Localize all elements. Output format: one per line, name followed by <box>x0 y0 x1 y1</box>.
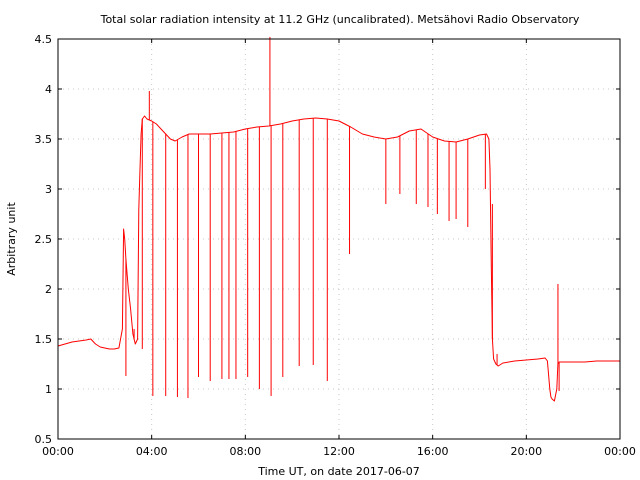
y-tick-label: 1.5 <box>35 333 53 346</box>
x-tick-label: 08:00 <box>229 445 261 458</box>
y-axis-label: Arbitrary unit <box>5 202 18 276</box>
plot-area <box>57 37 620 402</box>
y-tick-label: 4.5 <box>35 33 53 46</box>
y-tick-label: 1 <box>45 383 52 396</box>
chart-title: Total solar radiation intensity at 11.2 … <box>100 13 580 26</box>
x-tick-label: 00:00 <box>42 445 74 458</box>
y-tick-label: 2.5 <box>35 233 53 246</box>
x-tick-label: 20:00 <box>510 445 542 458</box>
x-axis-label: Time UT, on date 2017-06-07 <box>257 465 420 478</box>
series-line <box>57 115 620 402</box>
x-tick-label: 04:00 <box>136 445 168 458</box>
grid <box>58 39 620 439</box>
x-tick-label: 16:00 <box>417 445 449 458</box>
y-tick-label: 2 <box>45 283 52 296</box>
y-tick-label: 3 <box>45 183 52 196</box>
y-axis: 0.5 1 1.5 2 2.5 3 3.5 4 4.5 <box>35 33 620 446</box>
y-tick-label: 3.5 <box>35 133 53 146</box>
x-tick-label: 12:00 <box>323 445 355 458</box>
x-axis: 00:00 04:00 08:00 12:00 16:00 20:00 00:00 <box>42 39 636 458</box>
y-tick-label: 4 <box>45 83 52 96</box>
x-tick-label: 00:00 <box>604 445 636 458</box>
y-tick-label: 0.5 <box>35 433 53 446</box>
